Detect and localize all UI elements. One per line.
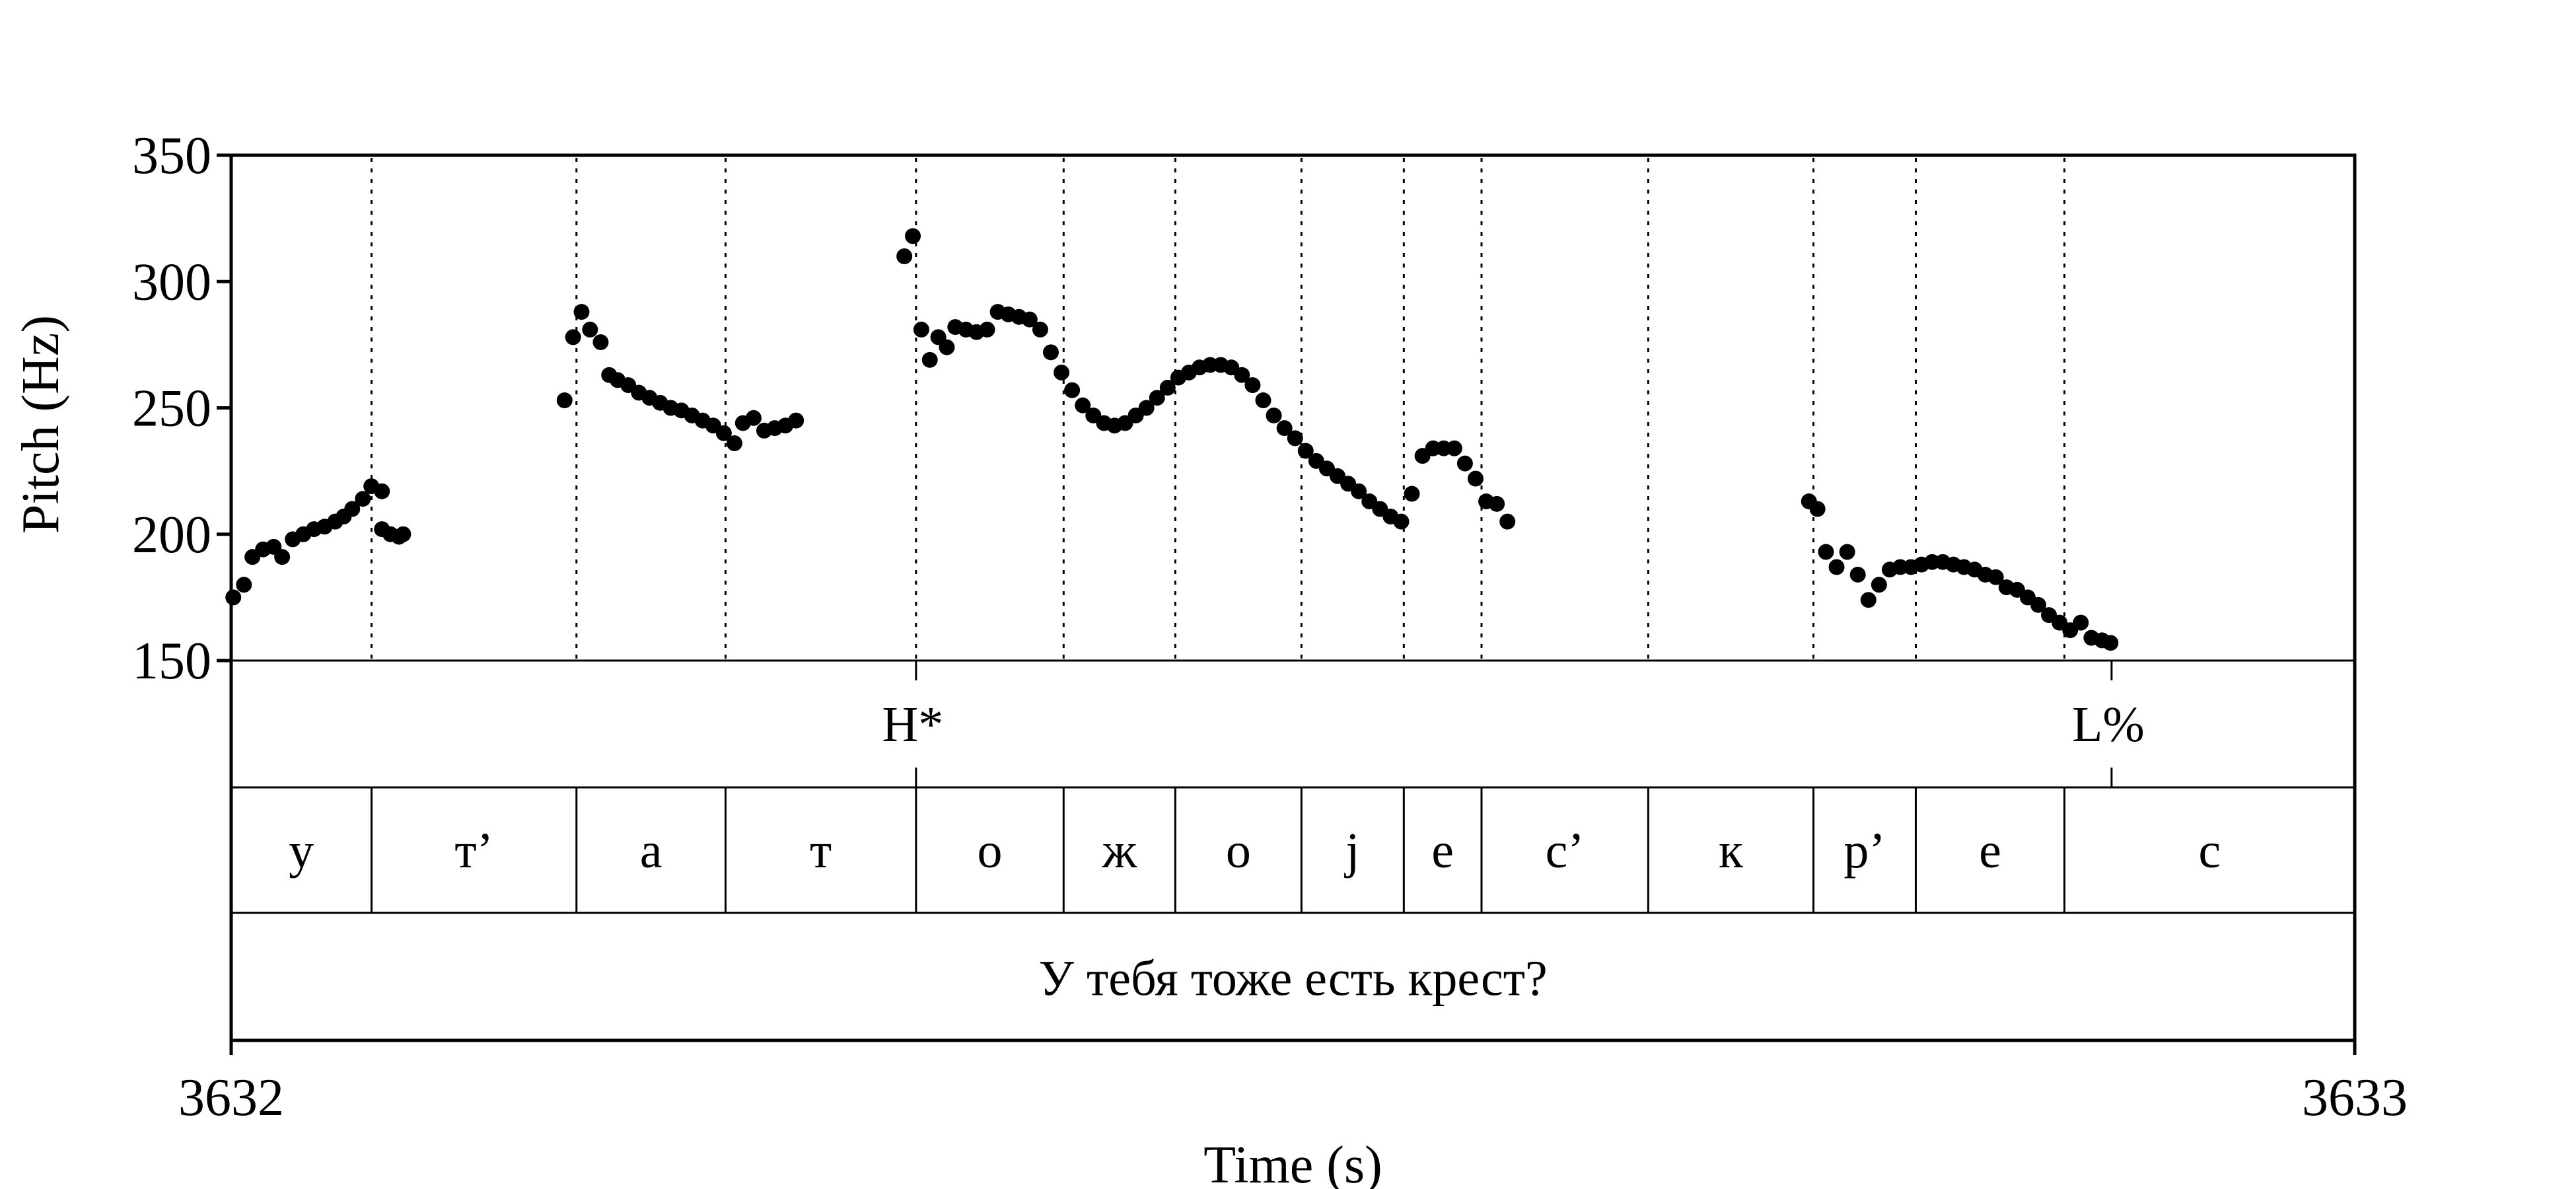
pitch-point bbox=[1276, 420, 1293, 437]
y-tick-label: 150 bbox=[132, 632, 211, 690]
pitch-point bbox=[236, 577, 252, 593]
pitch-point bbox=[1042, 344, 1059, 361]
x-tick-label: 3633 bbox=[2302, 1069, 2408, 1127]
y-axis-title: Pitch (Hz) bbox=[12, 315, 70, 534]
pitch-point bbox=[1244, 377, 1261, 394]
pitch-point bbox=[225, 589, 242, 606]
pitch-point bbox=[939, 339, 955, 355]
pitch-point bbox=[913, 321, 929, 338]
pitch-point bbox=[1839, 544, 1855, 560]
pitch-point bbox=[1255, 392, 1271, 409]
pitch-point bbox=[1849, 566, 1866, 583]
pitch-point bbox=[896, 248, 913, 264]
pitch-point bbox=[1499, 513, 1516, 530]
pitch-point bbox=[2030, 596, 2046, 613]
pitch-point bbox=[1138, 400, 1155, 416]
annotation-tiers: у т’ а т о ж о j е с’ к р’ е с H* L% У тебя тоже есть кр… bbox=[289, 661, 2221, 1007]
x-axis-title: Time (s) bbox=[1203, 1136, 1382, 1189]
phone-label: т bbox=[810, 823, 832, 879]
x-tick-label: 3632 bbox=[178, 1069, 284, 1127]
phone-label: а bbox=[640, 823, 662, 879]
phone-label: с’ bbox=[1546, 823, 1585, 879]
phone-label: е bbox=[1431, 823, 1454, 879]
pitch-point bbox=[1075, 397, 1091, 414]
pitch-point bbox=[374, 483, 390, 499]
pitch-point bbox=[1393, 513, 1410, 530]
pitch-point bbox=[905, 228, 921, 244]
y-tick-label: 250 bbox=[132, 380, 211, 438]
phone-label: j bbox=[1343, 823, 1359, 879]
pitch-point bbox=[1297, 443, 1314, 459]
pitch-point bbox=[921, 351, 938, 368]
pitch-point bbox=[1159, 379, 1176, 396]
y-tick-label: 300 bbox=[132, 253, 211, 311]
pitch-points bbox=[225, 228, 2119, 651]
pitch-point bbox=[2102, 635, 2119, 651]
labels-layer: 150 200 250 300 350 3632 3633 Time (s) Pitch (Hz… bbox=[12, 127, 2408, 1189]
y-tick-label: 350 bbox=[132, 127, 211, 185]
phone-label: т’ bbox=[454, 823, 493, 879]
pitch-point bbox=[565, 329, 581, 345]
pitch-point bbox=[1064, 382, 1081, 398]
pitch-point bbox=[1234, 367, 1250, 383]
pitch-point bbox=[1351, 483, 1367, 499]
phone-label: у bbox=[289, 823, 314, 879]
pitch-point bbox=[355, 491, 371, 507]
pitch-point bbox=[1871, 577, 1887, 593]
pitch-point bbox=[1818, 544, 1834, 560]
phone-label: к bbox=[1719, 823, 1743, 879]
phone-label: ж bbox=[1102, 823, 1137, 879]
phone-label: о bbox=[1226, 823, 1251, 879]
pitch-point bbox=[745, 410, 762, 426]
pitch-point bbox=[556, 392, 573, 409]
tone-label: H* bbox=[882, 697, 943, 752]
pitch-point bbox=[582, 321, 598, 338]
pitch-point bbox=[2073, 614, 2089, 631]
pitch-point bbox=[1446, 440, 1462, 456]
pitch-point bbox=[1828, 559, 1845, 575]
pitch-point bbox=[1032, 321, 1048, 338]
pitch-point bbox=[1021, 311, 1038, 328]
pitch-point bbox=[1404, 486, 1420, 502]
pitch-point bbox=[274, 549, 291, 565]
pitch-point bbox=[592, 334, 609, 351]
pitch-point bbox=[1266, 407, 1282, 423]
phone-label: е bbox=[1979, 823, 2001, 879]
pitch-point bbox=[1467, 470, 1484, 487]
phone-label: с bbox=[2198, 823, 2221, 879]
pitch-point bbox=[573, 304, 590, 320]
pitch-point bbox=[715, 425, 732, 441]
pitch-point bbox=[726, 435, 742, 452]
pitch-point bbox=[788, 412, 805, 429]
pitch-point bbox=[344, 501, 361, 517]
pitch-point bbox=[1809, 501, 1826, 517]
pitch-point bbox=[395, 526, 411, 542]
pitch-point bbox=[979, 321, 995, 338]
pitch-point bbox=[1489, 495, 1505, 512]
tone-label: L% bbox=[2072, 697, 2145, 752]
sentence-label: У тебя тоже есть крест? bbox=[1038, 951, 1548, 1007]
pitch-point bbox=[1860, 592, 1877, 608]
pitch-point bbox=[1456, 455, 1473, 472]
pitch-point bbox=[1149, 390, 1165, 406]
pitch-point bbox=[1987, 569, 2004, 585]
phone-label: о bbox=[978, 823, 1003, 879]
pitch-point bbox=[1287, 430, 1303, 447]
phone-label: р’ bbox=[1843, 823, 1885, 879]
pitch-point bbox=[1054, 364, 1070, 380]
y-tick-label: 200 bbox=[132, 506, 211, 564]
